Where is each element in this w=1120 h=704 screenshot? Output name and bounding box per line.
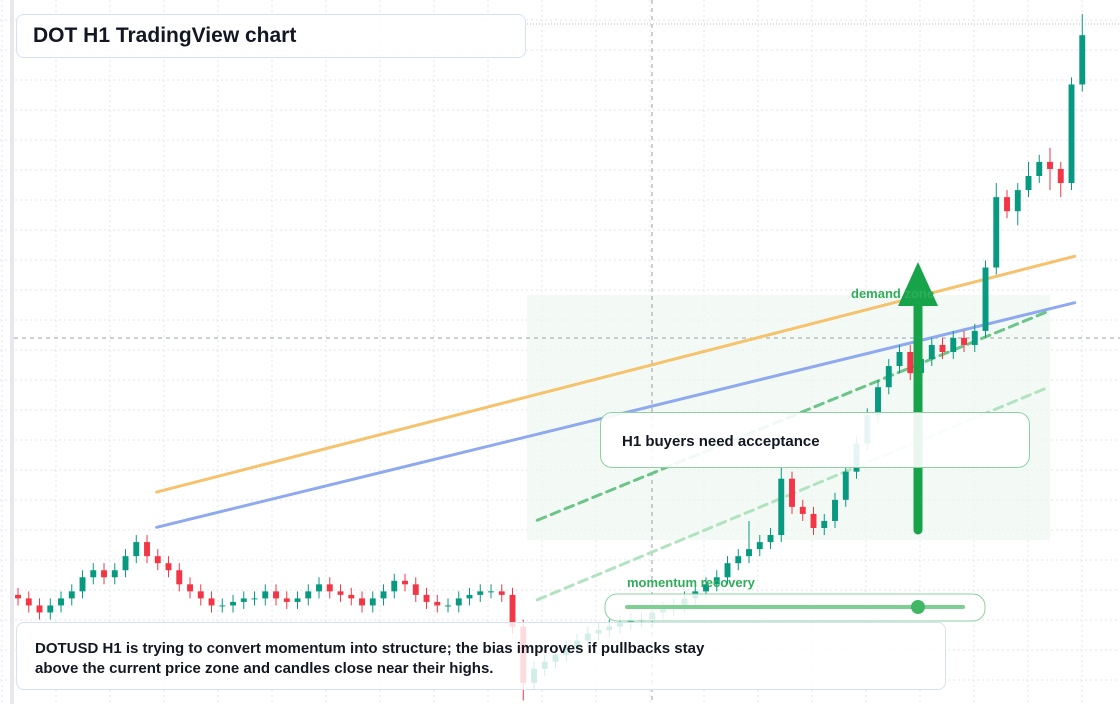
candle-body (423, 594, 430, 602)
candle-body (1025, 176, 1032, 191)
candle-body (176, 570, 183, 585)
candle-body (455, 598, 462, 606)
candle-body (982, 267, 989, 331)
candle-body (262, 591, 269, 599)
candle-body (961, 337, 967, 345)
chart-title: DOT H1 TradingView chart (33, 24, 297, 47)
candle-body (391, 580, 398, 592)
candle-body (907, 352, 914, 374)
candle-body (58, 598, 64, 606)
candle-body (283, 598, 290, 602)
candle-body (746, 549, 752, 557)
candle-body (445, 605, 451, 607)
candle-body (789, 478, 795, 507)
slider-label: momentum recovery (627, 575, 755, 590)
candle-body (950, 337, 957, 352)
candle-body (509, 594, 516, 627)
candle-body (885, 366, 892, 388)
candle-body (412, 584, 419, 595)
candle-body (15, 594, 21, 599)
candle-body (144, 542, 150, 557)
candle-body (1047, 161, 1053, 169)
candle-body (68, 591, 75, 599)
candle-body (111, 570, 118, 578)
candle-body (402, 580, 408, 585)
candle-body (1068, 84, 1075, 184)
candle-body (219, 605, 226, 607)
candle-body (154, 556, 161, 564)
candle-body (36, 605, 43, 613)
candle-body (735, 556, 742, 564)
candle-body (971, 330, 978, 345)
candle-body (273, 591, 279, 599)
candle-body (1004, 197, 1010, 212)
zone-label: demand zone (851, 286, 935, 301)
candle-body (724, 563, 731, 578)
candle-body (713, 577, 720, 585)
candle-body (165, 563, 172, 571)
candle-body (25, 598, 32, 606)
candle-body (197, 591, 204, 599)
candle-body (348, 594, 355, 599)
candle-body (133, 542, 140, 557)
candle-body (1014, 190, 1021, 212)
candle-body (939, 344, 946, 352)
candle-body (928, 344, 935, 360)
candle-body (208, 598, 215, 606)
candle-body (434, 601, 441, 606)
candle-body (122, 556, 129, 571)
candle-body (842, 471, 849, 500)
slider-thumb[interactable] (911, 600, 925, 614)
candle-body (821, 520, 828, 528)
candle-body (305, 591, 312, 599)
candle-body (230, 601, 236, 606)
arrow-head (898, 262, 938, 306)
candle-body (326, 584, 333, 592)
candle-body (875, 387, 881, 416)
candle-body (337, 591, 344, 595)
title-box: DOT H1 TradingView chart (16, 14, 526, 58)
candle-body (1079, 35, 1086, 85)
candle-body (79, 577, 86, 592)
candle-body (251, 598, 258, 600)
candle-body (380, 591, 387, 599)
candle-body (316, 584, 322, 592)
candle-body (498, 591, 505, 595)
left-edge (10, 0, 14, 704)
candle-body (1036, 161, 1043, 176)
candle-body (359, 598, 365, 606)
note-text: DOTUSD H1 is trying to convert momentum … (35, 640, 705, 677)
candle-body (993, 197, 1000, 268)
candle-body (1057, 168, 1064, 184)
candle-body (810, 513, 817, 528)
candle-body (896, 352, 903, 367)
candle-body (488, 591, 494, 593)
candle-body (832, 499, 838, 521)
candle-body (294, 598, 301, 602)
note-box: DOTUSD H1 is trying to convert momentum … (16, 622, 946, 690)
candle-body (101, 570, 107, 578)
candle-body (767, 535, 774, 543)
candle-body (477, 591, 484, 595)
candle-body (47, 605, 54, 613)
candle-body (799, 506, 806, 514)
candle-body (466, 594, 473, 599)
candle-body (90, 570, 97, 578)
candle-body (756, 542, 763, 550)
candle-body (703, 584, 709, 592)
candle-body (369, 598, 376, 606)
callout-box: H1 buyers need acceptance (600, 412, 1030, 468)
candle-body (778, 478, 785, 536)
candle-body (187, 584, 193, 592)
candle-body (240, 598, 247, 602)
callout-text: H1 buyers need acceptance (622, 433, 820, 450)
